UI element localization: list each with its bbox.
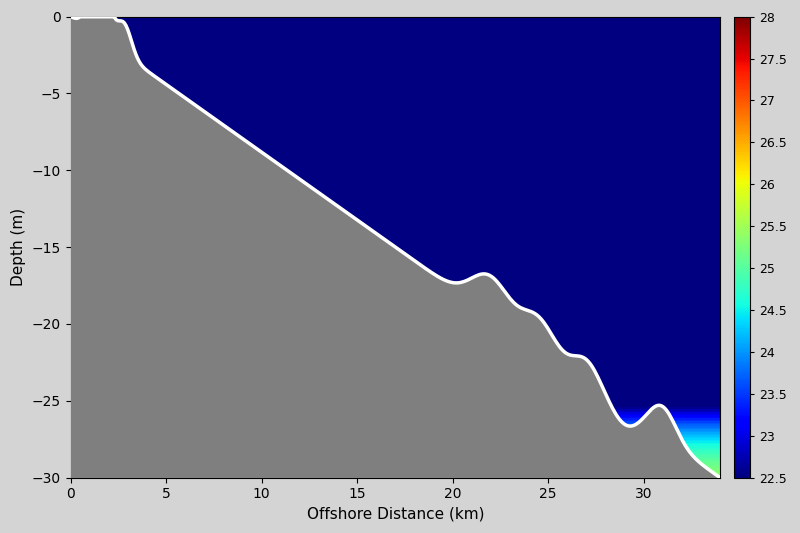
- Polygon shape: [70, 17, 720, 478]
- X-axis label: Offshore Distance (km): Offshore Distance (km): [306, 507, 484, 522]
- Y-axis label: Depth (m): Depth (m): [11, 208, 26, 286]
